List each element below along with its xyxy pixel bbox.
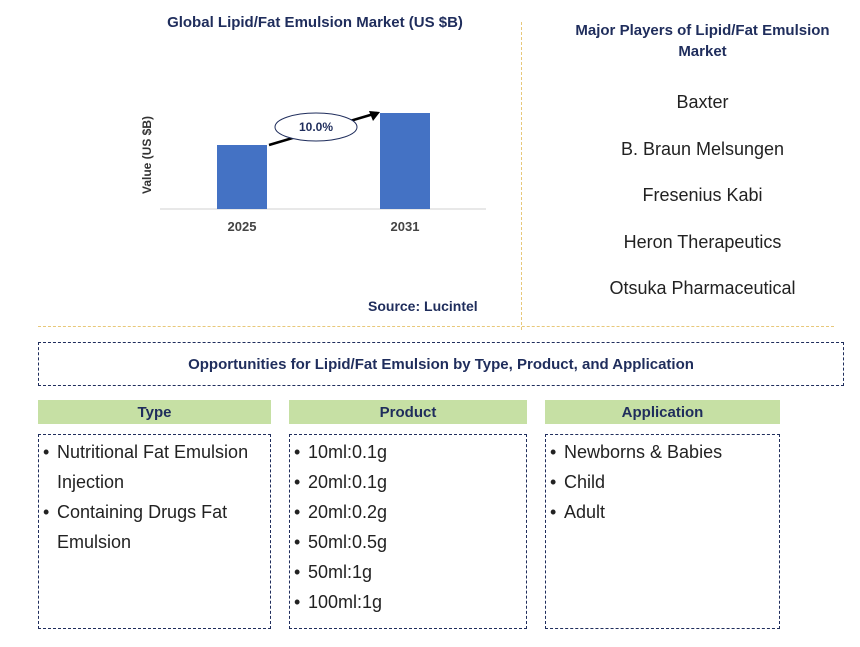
type-box: Nutritional Fat Emulsion Injection Conta…: [38, 434, 271, 629]
product-header: Product: [289, 400, 527, 424]
player-item: Fresenius Kabi: [642, 185, 763, 205]
cagr-bubble: [274, 112, 358, 142]
product-item: 20ml:0.1g: [294, 467, 522, 497]
source-note: Source: Lucintel: [368, 298, 478, 314]
type-item: Containing Drugs Fat Emulsion: [43, 497, 266, 557]
bar-2025: [217, 145, 267, 209]
opportunities-title: Opportunities for Lipid/Fat Emulsion by …: [38, 342, 844, 386]
application-item: Newborns & Babies: [550, 437, 775, 467]
application-header: Application: [545, 400, 780, 424]
product-item: 50ml:0.5g: [294, 527, 522, 557]
product-item: 100ml:1g: [294, 587, 522, 617]
players-title: Major Players of Lipid/Fat Emulsion Mark…: [575, 22, 830, 60]
type-item: Nutritional Fat Emulsion Injection: [43, 437, 266, 497]
application-box: Newborns & Babies Child Adult: [545, 434, 780, 629]
players-list: Baxter B. Braun Melsungen Fresenius Kabi…: [560, 88, 845, 321]
application-item: Adult: [550, 497, 775, 527]
player-item: Heron Therapeutics: [623, 231, 782, 252]
product-item: 50ml:1g: [294, 557, 522, 587]
cagr-label: 10.0%: [299, 120, 333, 134]
product-item: 10ml:0.1g: [294, 437, 522, 467]
chart-title: Global Lipid/Fat Emulsion Market (US $B): [167, 14, 463, 31]
x-tick-label: 2025: [228, 219, 257, 234]
bar-2031: [380, 113, 430, 209]
y-axis-label: Value (US $B): [140, 116, 154, 194]
player-item: B. Braun Melsungen: [620, 138, 785, 159]
vertical-divider: [521, 22, 522, 330]
type-header: Type: [38, 400, 271, 424]
x-tick-label: 2031: [391, 219, 420, 234]
player-item: Otsuka Pharmaceutical: [609, 278, 796, 298]
product-box: 10ml:0.1g 20ml:0.1g 20ml:0.2g 50ml:0.5g …: [289, 434, 527, 629]
horizontal-divider: [38, 326, 834, 327]
application-item: Child: [550, 467, 775, 497]
bar-chart: Value (US $B) 2025 2031 10.0%: [140, 111, 486, 234]
growth-arrowhead: [369, 111, 380, 121]
player-item: Baxter: [676, 92, 729, 112]
product-item: 20ml:0.2g: [294, 497, 522, 527]
